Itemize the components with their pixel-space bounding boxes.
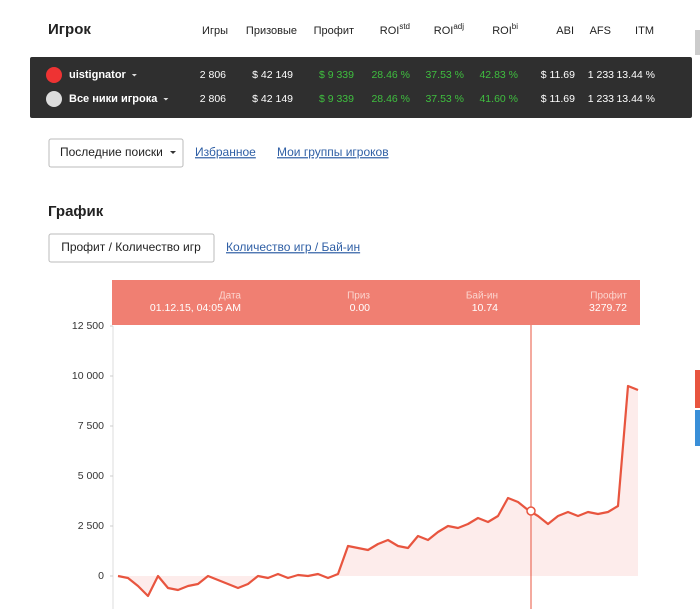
column-header-sup: bi [512, 22, 518, 31]
column-header-text: ROI [380, 25, 400, 37]
cell: $ 42 149 [252, 69, 293, 81]
side-widget [695, 410, 700, 446]
icon [46, 67, 62, 83]
icon [46, 91, 62, 107]
line [117, 384, 639, 598]
side-widget [695, 30, 700, 55]
tab[interactable] [48, 233, 215, 263]
y-tick-label: 2 500 [78, 520, 104, 532]
tooltip [112, 280, 640, 325]
column-header: ROIbi [492, 22, 518, 37]
column-header: Профит [314, 25, 354, 37]
column-header: ITM [635, 25, 654, 37]
tooltip-value: 10.74 [472, 302, 498, 314]
column-header-text: ROI [492, 25, 512, 37]
tooltip-label: Бай-ин [466, 291, 498, 302]
cell: 2 806 [200, 69, 226, 81]
cell: $ 9 339 [319, 93, 354, 105]
column-header-sup: adj [453, 22, 464, 31]
column-header-text: ROI [434, 25, 454, 37]
column-header: AFS [590, 25, 611, 37]
caret [170, 151, 176, 154]
cursor-dot [526, 506, 536, 516]
cell: 41.60 % [479, 93, 518, 105]
cell: $ 11.69 [541, 69, 575, 81]
tooltip-value: 0.00 [350, 302, 371, 314]
section-title: График [48, 203, 104, 220]
column-header: Игры [202, 25, 228, 37]
player-table [30, 57, 692, 118]
tab-label[interactable]: Профит / Количество игр [61, 240, 201, 254]
cell: 1 233 [588, 93, 614, 105]
cell: 13.44 % [616, 69, 655, 81]
area [118, 386, 638, 596]
column-header: ROIadj [434, 22, 464, 37]
column-header: ABI [556, 25, 574, 37]
tooltip-value: 3279.72 [589, 302, 627, 314]
cell: 37.53 % [425, 69, 464, 81]
dropdown[interactable] [48, 138, 184, 168]
y-tick-label: 10 000 [72, 370, 104, 382]
side-widget [695, 370, 700, 408]
tooltip-label: Дата [219, 291, 242, 302]
cell: $ 9 339 [319, 69, 354, 81]
player-name[interactable]: Все ники игрока [69, 93, 158, 105]
cell: 28.46 % [371, 69, 410, 81]
player-name[interactable]: uistignator [69, 69, 127, 81]
cell: 42.83 % [479, 69, 518, 81]
caret [131, 74, 137, 77]
cell: $ 42 149 [252, 93, 293, 105]
link[interactable]: Мои группы игроков [277, 145, 389, 159]
column-header: Призовые [246, 25, 297, 37]
tooltip-value: 01.12.15, 04:05 AM [150, 302, 241, 314]
tooltip-label: Приз [347, 291, 370, 302]
dropdown-label[interactable]: Последние поиски [60, 145, 163, 159]
y-tick-label: 0 [98, 570, 104, 582]
title: Игрок [48, 21, 91, 38]
link[interactable]: Избранное [195, 145, 256, 159]
column-header: ROIstd [380, 22, 410, 37]
y-tick-label: 7 500 [78, 420, 104, 432]
y-tick-label: 5 000 [78, 470, 104, 482]
cell: 28.46 % [371, 93, 410, 105]
tooltip-label: Профит [590, 290, 627, 302]
cell: 37.53 % [425, 93, 464, 105]
cell: 2 806 [200, 93, 226, 105]
tab-link[interactable]: Количество игр / Бай-ин [226, 240, 360, 254]
y-tick-label: 12 500 [72, 320, 104, 332]
cell: $ 11.69 [541, 93, 575, 105]
cell: 13.44 % [616, 93, 655, 105]
cell: 1 233 [588, 69, 614, 81]
column-header-sup: std [399, 22, 410, 31]
caret [163, 98, 169, 101]
